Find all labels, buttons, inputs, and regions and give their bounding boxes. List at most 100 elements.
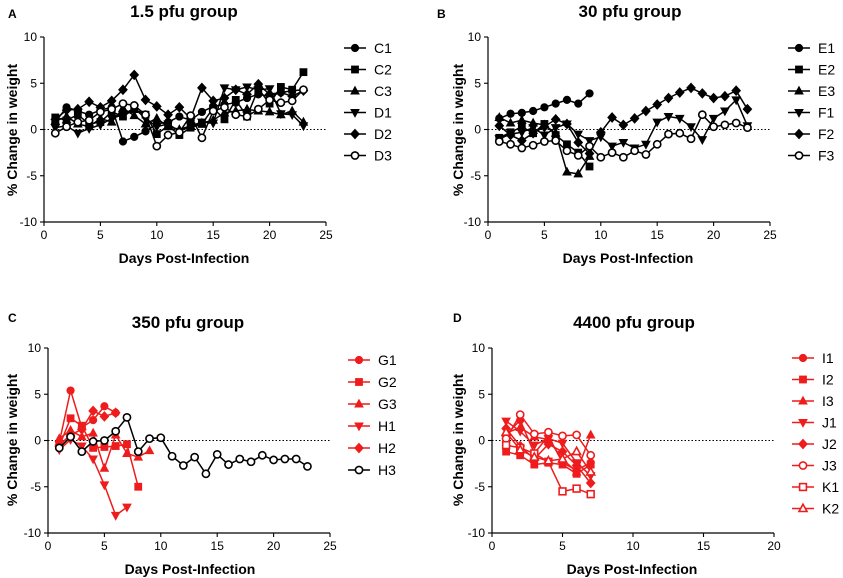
data-point-D2 xyxy=(140,94,151,106)
chart-title-c: 350 pfu group xyxy=(132,313,244,332)
data-point-D2 xyxy=(84,96,94,108)
data-point-F3 xyxy=(743,123,752,133)
data-point-F2 xyxy=(731,85,742,96)
data-point-E2 xyxy=(585,162,594,171)
data-point-F2 xyxy=(539,121,550,133)
x-tick-label: 15 xyxy=(207,228,221,242)
data-point-G1 xyxy=(66,386,75,395)
legend-marker-G3 xyxy=(354,398,364,408)
legend-marker-G1 xyxy=(354,355,364,365)
data-point-F1 xyxy=(697,136,708,146)
data-point-D1 xyxy=(106,114,117,124)
data-point-F3 xyxy=(731,118,741,128)
series-H3 xyxy=(54,412,312,479)
data-point-D1 xyxy=(287,111,298,121)
data-point-D1 xyxy=(197,118,207,128)
data-point-F3 xyxy=(720,120,730,130)
data-point-D3 xyxy=(84,115,94,125)
data-point-D2 xyxy=(276,87,286,98)
data-point-D3 xyxy=(62,122,71,132)
data-point-D3 xyxy=(96,107,105,117)
legend-item-D3: D3 xyxy=(344,148,392,164)
data-point-F3 xyxy=(540,137,549,146)
data-point-D1 xyxy=(163,120,173,130)
data-point-F2 xyxy=(674,87,685,98)
x-tick-label: 15 xyxy=(211,539,225,553)
legend-item-J1: J1 xyxy=(792,415,837,431)
data-point-G3 xyxy=(88,427,98,437)
chart-title-a: 1.5 pfu group xyxy=(130,2,238,21)
data-point-F3 xyxy=(709,122,718,132)
legend-item-D2: D2 xyxy=(344,126,392,142)
data-point-H3 xyxy=(201,469,211,479)
data-point-D1 xyxy=(276,110,286,120)
panel-c: C 350 pfu group 0 5 10 15 20 25 -10 -5 0 5 10 Days… xyxy=(4,311,397,577)
x-tick-label: 15 xyxy=(651,228,665,242)
data-point-H2 xyxy=(76,424,87,435)
data-point-D3 xyxy=(231,110,241,120)
legend-label-C3: C3 xyxy=(374,83,392,99)
legend-marker-H1 xyxy=(354,422,364,432)
panel-a: A 1.5 pfu group 0 5 10 15 20 25 -10 -5 0 5 10 Days… xyxy=(4,2,392,266)
legend-item-H1: H1 xyxy=(348,418,396,434)
legend-marker-F3 xyxy=(794,151,804,160)
panel-letter-d: D xyxy=(453,311,462,325)
legend-label-G3: G3 xyxy=(378,396,397,412)
legend-label-F3: F3 xyxy=(818,148,835,164)
y-tick-label: -10 xyxy=(468,526,486,540)
y-axis-label-d: % Change in weight xyxy=(450,374,466,507)
data-point-H2 xyxy=(99,411,110,422)
data-point-D2 xyxy=(253,78,264,90)
x-axis-label-a: Days Post-Infection xyxy=(119,250,250,266)
data-point-F1 xyxy=(720,107,730,117)
series-G2 xyxy=(55,414,143,491)
y-tick-label: 10 xyxy=(28,341,42,355)
data-point-K1 xyxy=(501,440,511,450)
legend-item-I1: I1 xyxy=(792,350,834,366)
data-point-D3 xyxy=(208,106,218,116)
data-point-E1 xyxy=(574,99,583,108)
data-point-D1 xyxy=(151,123,162,133)
data-point-E1 xyxy=(540,103,549,112)
x-tick-label: 10 xyxy=(626,539,640,553)
data-point-F2 xyxy=(550,113,561,125)
y-tick-label: 10 xyxy=(472,341,486,355)
data-point-E3 xyxy=(562,166,572,176)
y-tick-label: 5 xyxy=(478,387,485,401)
y-tick-label: 0 xyxy=(34,434,41,448)
y-tick-label: -5 xyxy=(470,169,481,183)
data-point-G1 xyxy=(89,416,98,425)
legend-label-F2: F2 xyxy=(818,126,835,142)
y-tick-label: 5 xyxy=(30,76,37,90)
data-point-D2 xyxy=(208,95,219,107)
series-K2 xyxy=(500,426,597,476)
data-point-H3 xyxy=(257,450,267,460)
data-point-F1 xyxy=(674,114,685,124)
data-point-D2 xyxy=(230,84,241,96)
legend-label-C2: C2 xyxy=(374,62,392,78)
legend-label-D2: D2 xyxy=(374,126,392,142)
panel-letter-a: A xyxy=(8,7,17,21)
data-point-C3 xyxy=(151,113,162,122)
legend-item-F1: F1 xyxy=(788,105,835,121)
y-axis-label-a: % Change in weight xyxy=(4,64,20,197)
data-point-F3 xyxy=(675,128,685,138)
data-point-E3 xyxy=(505,117,516,127)
data-point-F2 xyxy=(652,99,663,110)
data-point-F3 xyxy=(562,146,572,156)
data-point-J1 xyxy=(529,441,540,451)
legend-marker-F1 xyxy=(794,109,804,118)
data-point-K2 xyxy=(514,443,526,454)
series-D3 xyxy=(50,85,308,151)
x-tick-label: 5 xyxy=(97,228,104,242)
data-point-E1 xyxy=(585,89,594,98)
data-point-D2 xyxy=(163,109,173,121)
data-point-D1 xyxy=(298,122,309,132)
x-tick-label: 25 xyxy=(763,228,777,242)
data-point-F3 xyxy=(551,136,561,145)
data-point-E1 xyxy=(551,99,560,108)
legend-marker-D3 xyxy=(350,151,360,160)
data-point-D3 xyxy=(220,102,229,112)
legend-marker-E2 xyxy=(795,65,803,74)
legend-label-E2: E2 xyxy=(818,62,835,78)
